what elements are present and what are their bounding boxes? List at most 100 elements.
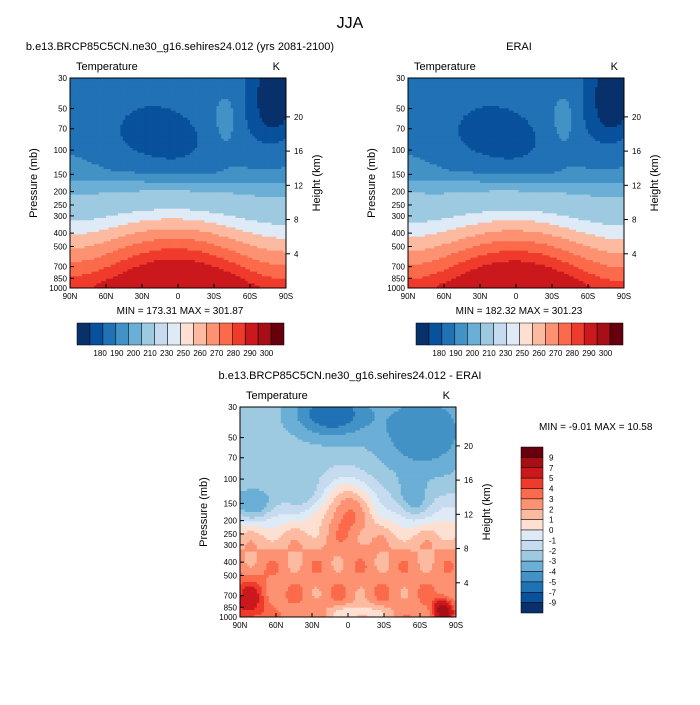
field-cell (113, 117, 116, 121)
field-cell (103, 173, 107, 177)
field-cell (139, 150, 143, 154)
field-cell (278, 85, 282, 88)
field-cell (106, 82, 109, 86)
field-cell (283, 162, 287, 165)
field-cell (79, 159, 83, 163)
field-cell (151, 108, 155, 112)
field-cell (278, 180, 282, 184)
field-cell (77, 101, 80, 105)
field-cell (259, 171, 263, 175)
field-cell (161, 192, 164, 196)
field-cell (115, 155, 119, 158)
field-cell (209, 176, 212, 179)
field-cell (122, 173, 126, 177)
field-cell (130, 197, 133, 200)
field-cell (118, 199, 121, 203)
field-cell (120, 176, 124, 179)
field-cell (103, 113, 107, 116)
field-cell (262, 150, 265, 154)
field-cell (274, 183, 277, 186)
field-cell (257, 78, 260, 81)
field-cell (70, 185, 73, 189)
field-cell (218, 131, 222, 135)
field-cell (146, 197, 150, 200)
field-cell (192, 173, 196, 177)
field-cell (250, 185, 253, 189)
field-cell (242, 190, 246, 193)
field-cell (149, 178, 152, 182)
field-cell (142, 206, 145, 210)
field-cell (168, 89, 172, 93)
field-cell (115, 157, 119, 161)
field-cell (115, 129, 119, 133)
field-cell (72, 136, 76, 140)
field-cell (106, 99, 109, 102)
field-cell (122, 201, 126, 205)
field-cell (221, 199, 224, 203)
field-cell (211, 96, 215, 100)
field-cell (89, 127, 92, 130)
field-cell (101, 94, 104, 98)
field-cell (82, 131, 85, 135)
field-cell (115, 187, 119, 191)
field-cell (91, 169, 95, 172)
field-cell (106, 190, 109, 193)
field-cell (190, 120, 193, 123)
field-cell (266, 103, 270, 107)
field-cell (257, 87, 260, 91)
field-cell (283, 164, 287, 168)
field-cell (199, 113, 203, 116)
field-cell (245, 145, 248, 149)
field-cell (146, 82, 150, 86)
field-cell (247, 85, 251, 88)
field-cell (178, 131, 181, 135)
field-cell (226, 176, 229, 179)
field-cell (139, 108, 143, 112)
field-cell (218, 194, 222, 198)
field-cell (170, 92, 174, 95)
field-cell (269, 155, 272, 158)
field-cell (216, 129, 220, 133)
field-cell (262, 101, 265, 105)
field-cell (84, 171, 88, 175)
field-cell (240, 141, 244, 144)
field-cell (262, 180, 265, 184)
field-cell (206, 194, 210, 198)
field-cell (96, 204, 100, 207)
field-cell (187, 108, 191, 112)
field-cell (274, 129, 277, 133)
field-cell (134, 120, 138, 123)
field-cell (278, 148, 282, 151)
field-cell (137, 157, 140, 161)
field-cell (134, 80, 138, 84)
field-cell (257, 115, 260, 119)
field-cell (228, 148, 232, 151)
field-cell (262, 80, 265, 84)
field-cell (86, 166, 90, 170)
field-cell (264, 96, 268, 100)
field-cell (106, 185, 109, 189)
field-cell (228, 143, 232, 147)
field-cell (91, 134, 95, 137)
field-cell (194, 145, 198, 149)
field-cell (146, 129, 150, 133)
field-cell (72, 152, 76, 156)
field-cell (101, 157, 104, 161)
field-cell (127, 117, 131, 121)
field-cell (113, 94, 116, 98)
field-cell (233, 82, 236, 86)
field-cell (240, 120, 244, 123)
field-cell (230, 82, 234, 86)
field-cell (113, 136, 116, 140)
field-cell (257, 159, 260, 163)
field-cell (175, 96, 179, 100)
field-cell (70, 117, 73, 121)
field-cell (278, 87, 282, 91)
field-cell (108, 124, 112, 128)
field-cell (228, 180, 232, 184)
field-cell (274, 131, 277, 135)
field-cell (230, 106, 234, 109)
field-cell (132, 206, 136, 210)
field-cell (72, 178, 76, 182)
field-cell (132, 162, 136, 165)
